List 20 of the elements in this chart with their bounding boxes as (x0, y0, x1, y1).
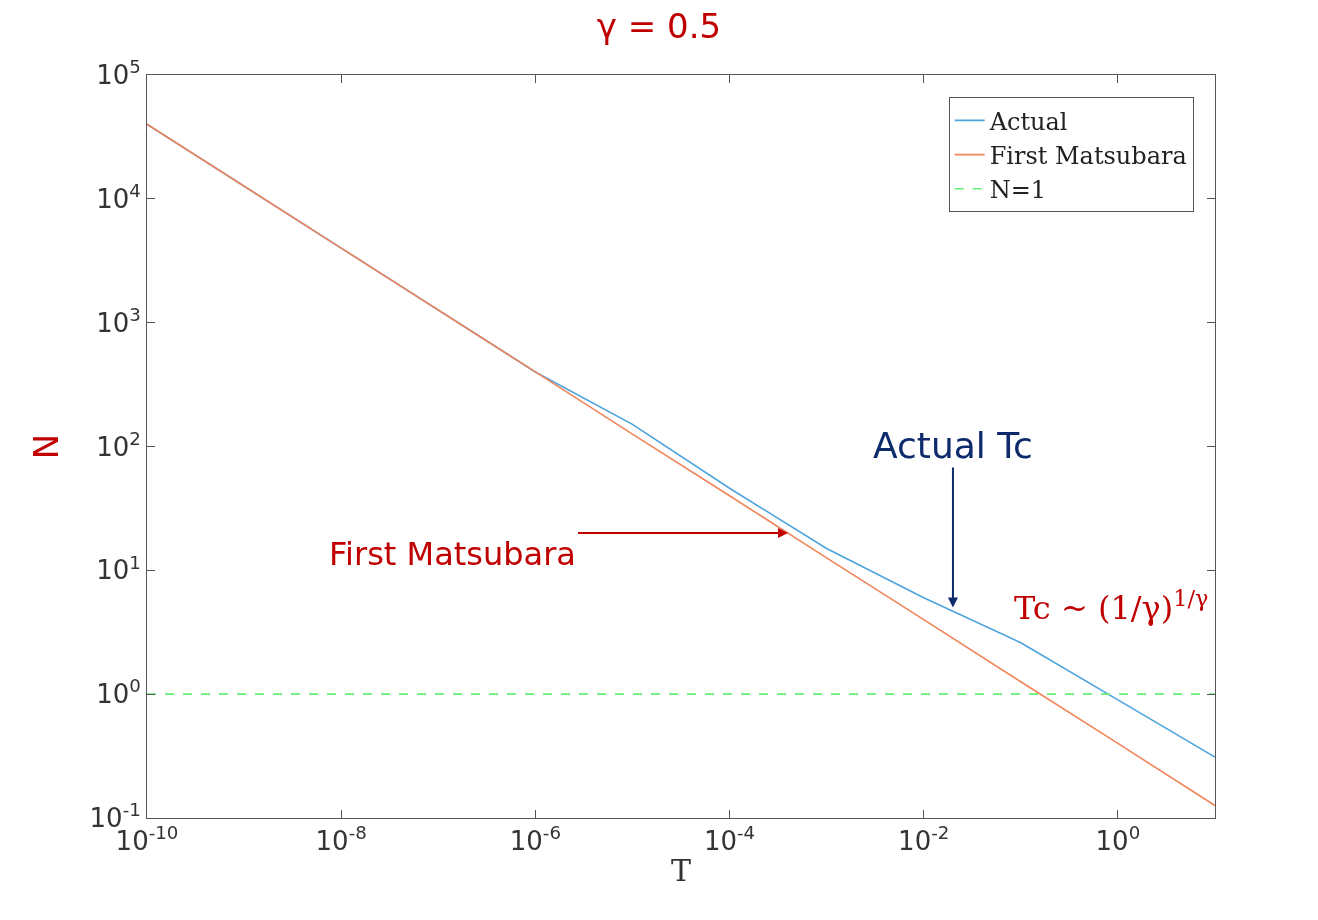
y-axis-title: N (26, 433, 67, 460)
y-tick-label: 10$^{1}$ (96, 551, 141, 586)
x-tick-label: 10$^{0}$ (1095, 822, 1141, 857)
y-tick-label: 10$^{3}$ (96, 303, 141, 338)
x-tick-label: 10$^{-6}$ (509, 822, 561, 857)
annotation: First Matsubara (329, 535, 576, 573)
x-axis-title: T (670, 852, 692, 888)
legend-label: First Matsubara (989, 141, 1187, 170)
legend-label: Actual (988, 107, 1068, 136)
annotation: Tc ~ (1/γ)$^{1/γ}$ (1014, 585, 1209, 628)
x-tick-label: 10$^{-4}$ (703, 822, 756, 857)
chart-title: γ = 0.5 (596, 5, 722, 46)
y-tick-label: 10$^{5}$ (96, 56, 141, 91)
y-tick-label: 10$^{2}$ (96, 427, 141, 462)
legend-label: N=1 (989, 176, 1047, 205)
y-tick-label: 10$^{0}$ (96, 675, 141, 710)
x-tick-label: 10$^{-8}$ (315, 822, 367, 857)
annotation: Actual Tc (873, 425, 1033, 466)
x-tick-label: 10$^{-2}$ (898, 822, 950, 857)
y-tick-label: 10$^{4}$ (96, 180, 141, 214)
